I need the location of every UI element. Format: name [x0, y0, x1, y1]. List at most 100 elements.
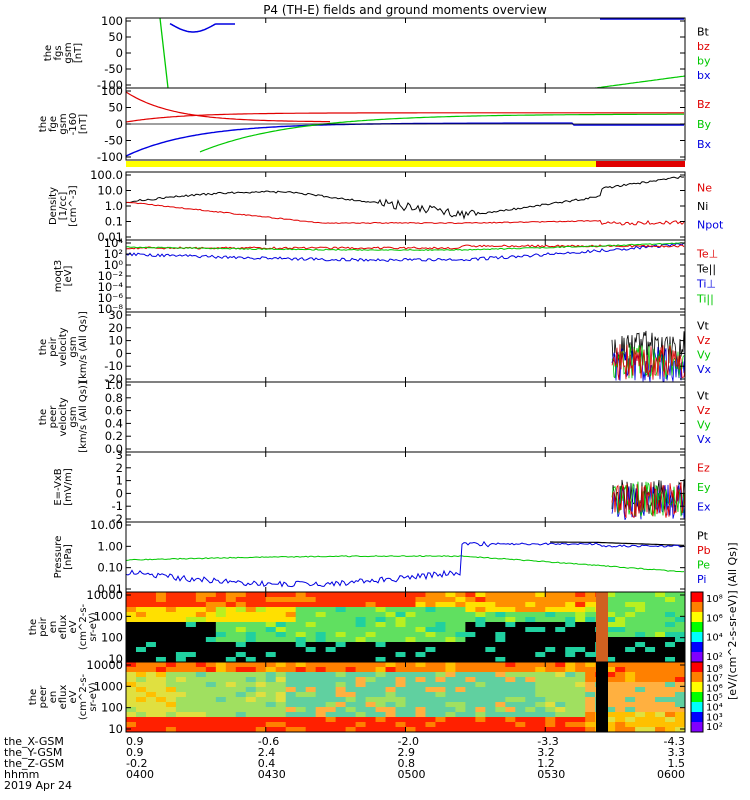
heatmap-cell	[255, 682, 267, 688]
heatmap-cell	[305, 622, 317, 628]
heatmap-cell	[545, 687, 556, 693]
heatmap-cell	[325, 707, 337, 713]
x-tick-value: -2.0	[398, 735, 419, 748]
heatmap-cell	[665, 627, 676, 633]
heatmap-cell	[285, 637, 297, 643]
heatmap-cell	[355, 702, 367, 708]
heatmap-cell	[275, 682, 287, 688]
heatmap-cell	[265, 707, 277, 713]
heatmap-cell	[665, 667, 676, 673]
heatmap-cell	[505, 607, 516, 613]
y-label-line: velocity	[58, 397, 69, 436]
heatmap-cell	[405, 602, 416, 608]
heatmap-cell	[335, 697, 347, 703]
heatmap-cell	[225, 592, 237, 598]
heatmap-cell	[545, 717, 556, 723]
heatmap-cell	[555, 712, 566, 718]
heatmap-cell	[225, 637, 237, 643]
heatmap-cell	[515, 677, 526, 683]
heatmap-cell	[135, 592, 147, 598]
heatmap-cell	[265, 597, 277, 603]
heatmap-cell	[485, 692, 496, 698]
heatmap-cell	[215, 652, 227, 658]
heatmap-cell	[185, 687, 197, 693]
heatmap-cell	[445, 682, 456, 688]
colorbar-step	[691, 722, 703, 733]
y-label-line: velocity	[58, 327, 69, 366]
heatmap-cell	[126, 717, 137, 723]
heatmap-cell	[635, 687, 646, 693]
heatmap-cell	[335, 712, 347, 718]
heatmap-cell	[585, 662, 596, 668]
heatmap-cell	[505, 627, 516, 633]
heatmap-cell	[425, 592, 436, 598]
heatmap-cell	[415, 647, 426, 653]
heatmap-cell	[205, 702, 217, 708]
heatmap-cell	[355, 637, 367, 643]
heatmap-cell	[385, 627, 397, 633]
heatmap-cell	[655, 667, 666, 673]
heatmap-cell	[255, 687, 267, 693]
heatmap-cell	[525, 692, 536, 698]
heatmap-cell	[465, 652, 476, 658]
y-label-line: (cm^2-s-	[78, 603, 89, 650]
heatmap-cell	[635, 707, 646, 713]
heatmap-cell	[555, 707, 566, 713]
heatmap-cell	[126, 707, 137, 713]
heatmap-cell	[235, 682, 247, 688]
heatmap-cell	[215, 642, 227, 648]
heatmap-cell	[175, 692, 187, 698]
heatmap-cell	[605, 727, 616, 732]
heatmap-cell	[675, 682, 685, 688]
heatmap-cell	[435, 707, 446, 713]
heatmap-cell	[615, 612, 626, 618]
heatmap-cell	[675, 702, 685, 708]
heatmap-cell	[515, 617, 526, 623]
heatmap-cell	[425, 712, 436, 718]
heatmap-cell	[126, 637, 137, 643]
heatmap-cell	[475, 657, 486, 662]
heatmap-cell	[245, 632, 257, 638]
heatmap-cell	[205, 642, 217, 648]
heatmap-cell	[295, 667, 307, 673]
heatmap-cell	[205, 707, 217, 713]
heatmap-cell	[455, 637, 466, 643]
heatmap-cell	[425, 612, 436, 618]
heatmap-cell	[545, 642, 556, 648]
heatmap-cell	[575, 697, 586, 703]
heatmap-cell	[585, 592, 596, 598]
heatmap-cell	[455, 707, 466, 713]
heatmap-cell	[455, 602, 466, 608]
heatmap-cell	[395, 657, 406, 662]
heatmap-cell	[365, 597, 377, 603]
heatmap-cell	[255, 712, 267, 718]
heatmap-cell	[415, 632, 426, 638]
heatmap-cell	[145, 597, 157, 603]
y-label-line: [km/s (All Qs)]	[78, 381, 89, 453]
heatmap-cell	[315, 622, 327, 628]
heatmap-cell	[385, 692, 397, 698]
heatmap-cell	[625, 697, 636, 703]
heatmap-cell	[585, 617, 596, 623]
heatmap-cell	[585, 652, 596, 658]
heatmap-cell	[655, 687, 666, 693]
heatmap-cell	[575, 637, 586, 643]
heatmap-cell	[245, 622, 257, 628]
heatmap-cell	[195, 722, 207, 728]
heatmap-cell	[355, 727, 367, 732]
heatmap-cell	[215, 657, 227, 662]
heatmap-cell	[135, 682, 147, 688]
heatmap-cell	[225, 727, 237, 732]
heatmap-cell	[625, 637, 636, 643]
heatmap-cell	[525, 707, 536, 713]
heatmap-cell	[675, 597, 685, 603]
heatmap-cell	[405, 707, 416, 713]
heatmap-cell	[585, 637, 596, 643]
heatmap-cell	[415, 592, 426, 598]
heatmap-cell	[165, 592, 177, 598]
heatmap-cell	[145, 667, 157, 673]
heatmap-cell	[165, 602, 177, 608]
heatmap-cell	[305, 682, 317, 688]
heatmap-cell	[385, 707, 397, 713]
legend-entry: Vz	[697, 334, 711, 347]
